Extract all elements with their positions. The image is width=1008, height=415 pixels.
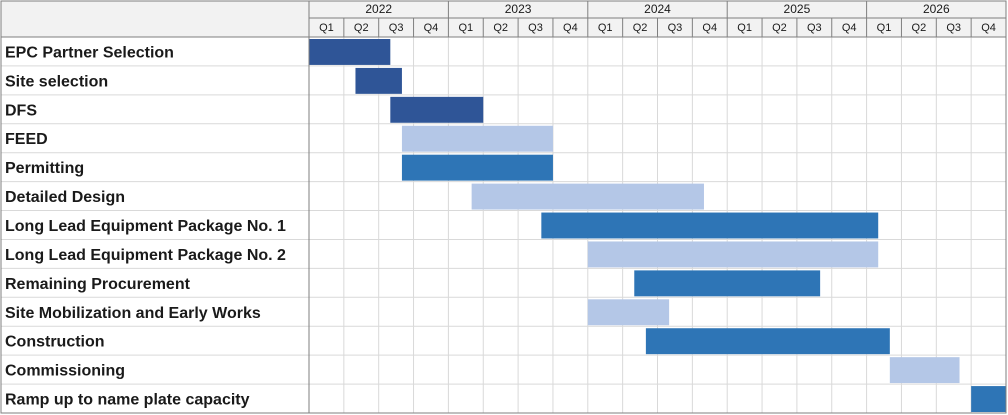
task-label: Site selection xyxy=(5,73,108,90)
task-bar xyxy=(587,299,670,326)
task-bar xyxy=(401,154,553,181)
quarter-label: Q4 xyxy=(424,22,439,34)
quarter-label: Q3 xyxy=(946,22,961,34)
quarter-label: Q1 xyxy=(598,22,613,34)
quarter-label: Q2 xyxy=(633,22,648,34)
quarter-label: Q3 xyxy=(389,22,404,34)
task-label: DFS xyxy=(5,102,37,119)
quarter-label: Q4 xyxy=(702,22,717,34)
year-label: 2023 xyxy=(505,2,532,16)
task-label: Detailed Design xyxy=(5,189,125,206)
task-bar xyxy=(889,357,960,384)
task-label: Remaining Procurement xyxy=(5,276,191,293)
year-label: 2025 xyxy=(784,2,811,16)
quarter-label: Q1 xyxy=(737,22,752,34)
task-bar xyxy=(645,328,890,355)
quarter-label: Q2 xyxy=(912,22,927,34)
year-label: 2024 xyxy=(644,2,671,16)
task-label: EPC Partner Selection xyxy=(5,44,174,61)
task-label: Long Lead Equipment Package No. 1 xyxy=(5,218,286,235)
task-bars xyxy=(309,39,1006,412)
task-label: Ramp up to name plate capacity xyxy=(5,392,250,409)
quarter-label: Q2 xyxy=(772,22,787,34)
quarter-label: Q3 xyxy=(807,22,822,34)
task-label: FEED xyxy=(5,131,48,148)
task-bar xyxy=(971,386,1006,412)
quarter-label: Q4 xyxy=(563,22,578,34)
task-label: Permitting xyxy=(5,160,84,177)
task-label: Commissioning xyxy=(5,363,125,380)
quarter-label: Q1 xyxy=(877,22,892,34)
task-bar xyxy=(471,183,704,210)
quarter-label: Q1 xyxy=(458,22,473,34)
quarter-label: Q3 xyxy=(668,22,683,34)
task-bar xyxy=(309,39,391,65)
task-labels: EPC Partner Selection Site selection DFS FE… xyxy=(5,44,286,408)
task-bar xyxy=(587,241,879,268)
quarter-label: Q4 xyxy=(981,22,996,34)
year-label: 2026 xyxy=(923,2,950,16)
year-label: 2022 xyxy=(365,2,392,16)
task-bar xyxy=(390,96,484,123)
task-bar xyxy=(355,67,402,94)
quarter-label: Q2 xyxy=(354,22,369,34)
timeline-header: 2022 2023 2024 2025 2026 Q1 Q2 Q3 Q4 Q1 Q2 Q3 Q4 Q1 Q2… xyxy=(1,1,1006,37)
task-bar xyxy=(541,212,879,239)
quarter-label: Q3 xyxy=(528,22,543,34)
task-bar xyxy=(634,270,821,297)
header-background xyxy=(1,1,1006,37)
task-bar xyxy=(401,125,553,152)
task-label: Long Lead Equipment Package No. 2 xyxy=(5,247,286,264)
quarter-label: Q4 xyxy=(842,22,857,34)
quarter-label: Q2 xyxy=(493,22,508,34)
task-label: Construction xyxy=(5,334,105,351)
task-label: Site Mobilization and Early Works xyxy=(5,305,261,322)
quarter-label: Q1 xyxy=(319,22,334,34)
